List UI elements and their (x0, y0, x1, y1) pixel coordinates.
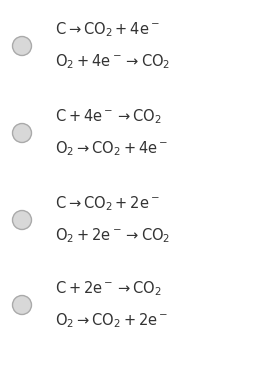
Circle shape (12, 296, 31, 314)
Circle shape (12, 36, 31, 56)
Circle shape (12, 124, 31, 142)
Text: $\mathrm{C \rightarrow CO_2 + 2e^-}$: $\mathrm{C \rightarrow CO_2 + 2e^-}$ (55, 195, 159, 213)
Text: $\mathrm{O_2 \rightarrow CO_2 + 2e^-}$: $\mathrm{O_2 \rightarrow CO_2 + 2e^-}$ (55, 312, 168, 330)
Text: $\mathrm{C + 2e^- \rightarrow CO_2}$: $\mathrm{C + 2e^- \rightarrow CO_2}$ (55, 280, 161, 298)
Text: $\mathrm{C + 4e^- \rightarrow CO_2}$: $\mathrm{C + 4e^- \rightarrow CO_2}$ (55, 108, 161, 126)
Text: $\mathrm{O_2 \rightarrow CO_2 + 4e^-}$: $\mathrm{O_2 \rightarrow CO_2 + 4e^-}$ (55, 140, 168, 158)
Text: $\mathrm{C \rightarrow CO_2 + 4e^-}$: $\mathrm{C \rightarrow CO_2 + 4e^-}$ (55, 21, 159, 39)
Circle shape (12, 210, 31, 230)
Text: $\mathrm{O_2 + 4e^- \rightarrow CO_2}$: $\mathrm{O_2 + 4e^- \rightarrow CO_2}$ (55, 53, 170, 71)
Text: $\mathrm{O_2 + 2e^- \rightarrow CO_2}$: $\mathrm{O_2 + 2e^- \rightarrow CO_2}$ (55, 227, 170, 245)
